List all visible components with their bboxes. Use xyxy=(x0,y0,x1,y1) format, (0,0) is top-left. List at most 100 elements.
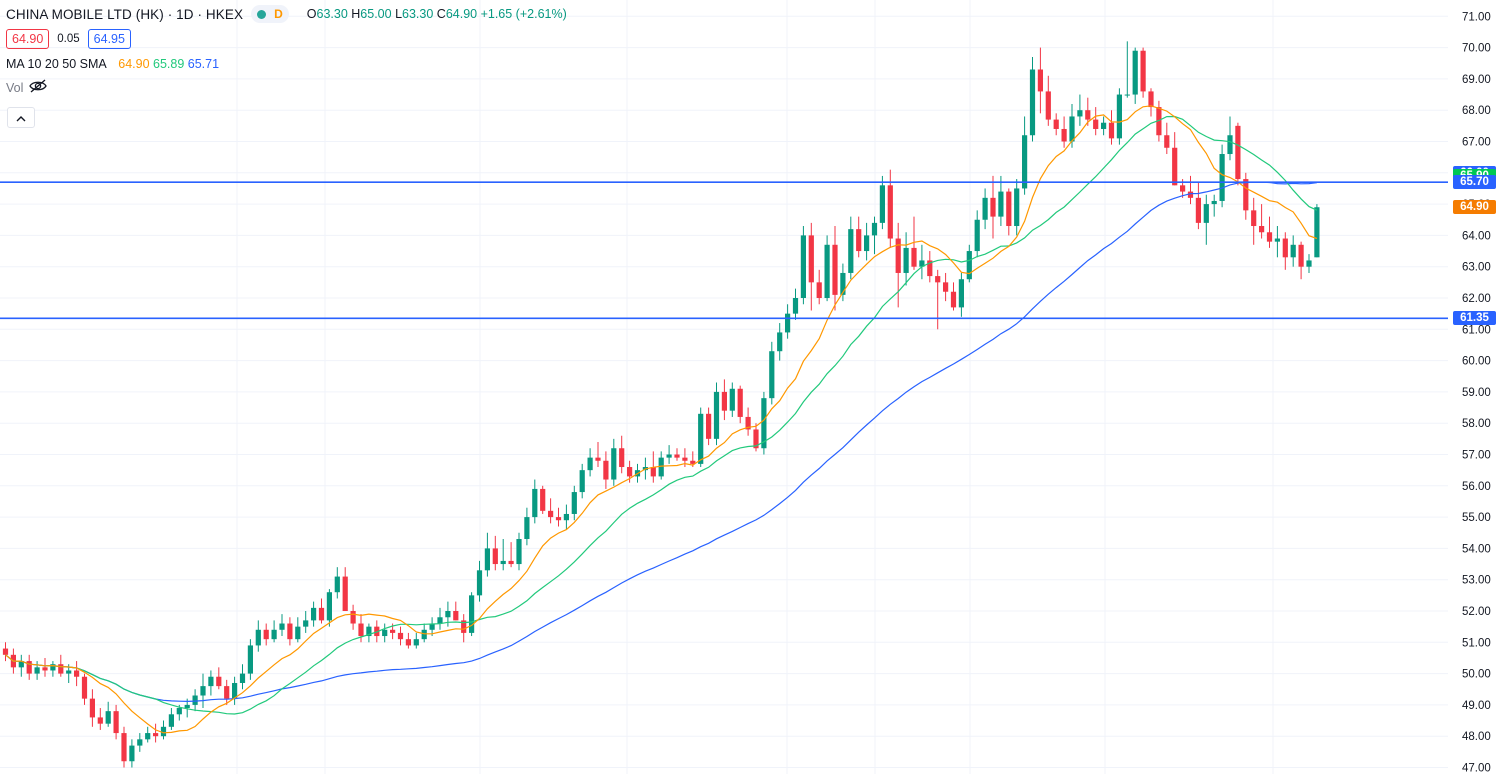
ohlc-values: O63.30 H65.00 L63.30 C64.90 +1.65 (+2.61… xyxy=(306,7,567,21)
candle-body xyxy=(887,185,893,239)
candle-body xyxy=(1148,91,1154,108)
ma50-line xyxy=(5,181,1317,703)
candle-body xyxy=(184,704,190,709)
volume-label: Vol xyxy=(6,80,24,95)
candle-body xyxy=(958,279,964,308)
candle-body xyxy=(176,708,182,715)
status-dot-icon xyxy=(257,9,267,19)
y-tick-label: 50.00 xyxy=(1462,669,1491,681)
candle-body xyxy=(232,682,238,699)
candle-body xyxy=(721,391,727,411)
candle-body xyxy=(555,517,562,521)
candle-body xyxy=(571,492,577,514)
candle-body xyxy=(943,282,949,292)
candle-body xyxy=(492,548,498,565)
candle-body xyxy=(658,457,664,477)
y-tick-label: 53.00 xyxy=(1462,575,1491,587)
candle-body xyxy=(42,667,48,671)
market-status[interactable]: D xyxy=(251,5,289,23)
candle-body xyxy=(524,517,530,540)
candle-body xyxy=(808,235,814,283)
candle-body xyxy=(81,676,88,699)
candle-body xyxy=(303,620,309,627)
candle-body xyxy=(200,686,206,696)
collapse-legend-button[interactable] xyxy=(7,107,35,128)
candle-body xyxy=(895,238,901,273)
candle-body xyxy=(1014,188,1020,227)
candle-body xyxy=(990,197,996,217)
candle-body xyxy=(698,413,704,464)
symbol-title[interactable]: CHINA MOBILE LTD (HK) · 1D · HKEX xyxy=(6,6,244,22)
chevron-up-icon xyxy=(16,109,26,127)
candle-body xyxy=(595,457,601,461)
candle-body xyxy=(1156,107,1162,136)
candle-body xyxy=(532,488,538,518)
candle-body xyxy=(761,398,767,449)
candle-body xyxy=(745,416,751,430)
candle-body xyxy=(674,454,680,458)
candle-body xyxy=(318,607,325,621)
candle-body xyxy=(919,260,925,267)
data-delay-badge: D xyxy=(274,7,283,21)
candle-body xyxy=(1029,69,1036,136)
candle-body xyxy=(1116,94,1122,139)
candle-body xyxy=(1187,191,1194,198)
candle-body xyxy=(168,714,174,727)
candle-body xyxy=(1061,128,1067,142)
candle-body xyxy=(311,607,317,621)
candle-body xyxy=(848,229,854,273)
candle-body xyxy=(950,291,957,308)
low-value: 63.30 xyxy=(402,7,434,21)
candle-body xyxy=(1124,94,1130,96)
candle-body xyxy=(587,457,593,471)
candle-body xyxy=(666,454,672,458)
buy-button[interactable]: 64.95 xyxy=(87,29,131,49)
ma-legend[interactable]: MA 10 20 50 SMA 64.90 65.89 65.71 xyxy=(6,57,567,71)
candle-body xyxy=(255,629,261,646)
candle-body xyxy=(1069,116,1075,142)
volume-legend[interactable]: Vol xyxy=(6,79,567,96)
candle-body xyxy=(1251,210,1257,227)
candle-body xyxy=(295,626,301,640)
y-tick-label: 67.00 xyxy=(1462,137,1491,149)
candle-body xyxy=(421,629,427,640)
candle-body xyxy=(429,623,435,630)
candle-body xyxy=(1314,207,1320,258)
candle-body xyxy=(579,470,585,493)
candle-body xyxy=(911,247,917,267)
candle-body xyxy=(121,733,127,762)
y-tick-label: 56.00 xyxy=(1462,481,1491,493)
eye-off-icon[interactable] xyxy=(29,79,48,96)
candle-body xyxy=(627,467,633,477)
candle-body xyxy=(476,570,483,596)
candle-body xyxy=(1274,238,1280,242)
candle-body xyxy=(224,686,230,699)
y-tick-label: 69.00 xyxy=(1462,74,1491,86)
chart-legend: CHINA MOBILE LTD (HK) · 1D · HKEX D O63.… xyxy=(6,4,567,96)
candle-body xyxy=(832,244,838,295)
candle-body xyxy=(1195,197,1201,223)
candle-body xyxy=(650,467,656,477)
candle-body xyxy=(2,648,9,655)
candle-body xyxy=(1053,119,1059,129)
candle-body xyxy=(1085,110,1091,120)
candle-body xyxy=(271,629,277,640)
ma20-value: 65.89 xyxy=(153,57,185,71)
candle-body xyxy=(1022,135,1028,189)
candle-body xyxy=(216,676,222,687)
candle-body xyxy=(18,661,24,668)
candle-body xyxy=(74,670,80,677)
candle-body xyxy=(966,251,972,280)
candle-body xyxy=(1045,91,1051,120)
candle-body xyxy=(753,429,759,449)
y-tick-label: 49.00 xyxy=(1462,700,1491,712)
candle-body xyxy=(160,726,167,737)
candle-body xyxy=(247,645,253,674)
candle-body xyxy=(619,448,625,468)
candle-body xyxy=(856,229,862,252)
y-tick-label: 70.00 xyxy=(1462,43,1491,55)
candle-body xyxy=(279,623,285,630)
y-tick-label: 51.00 xyxy=(1462,637,1491,649)
sell-button[interactable]: 64.90 xyxy=(6,29,50,49)
